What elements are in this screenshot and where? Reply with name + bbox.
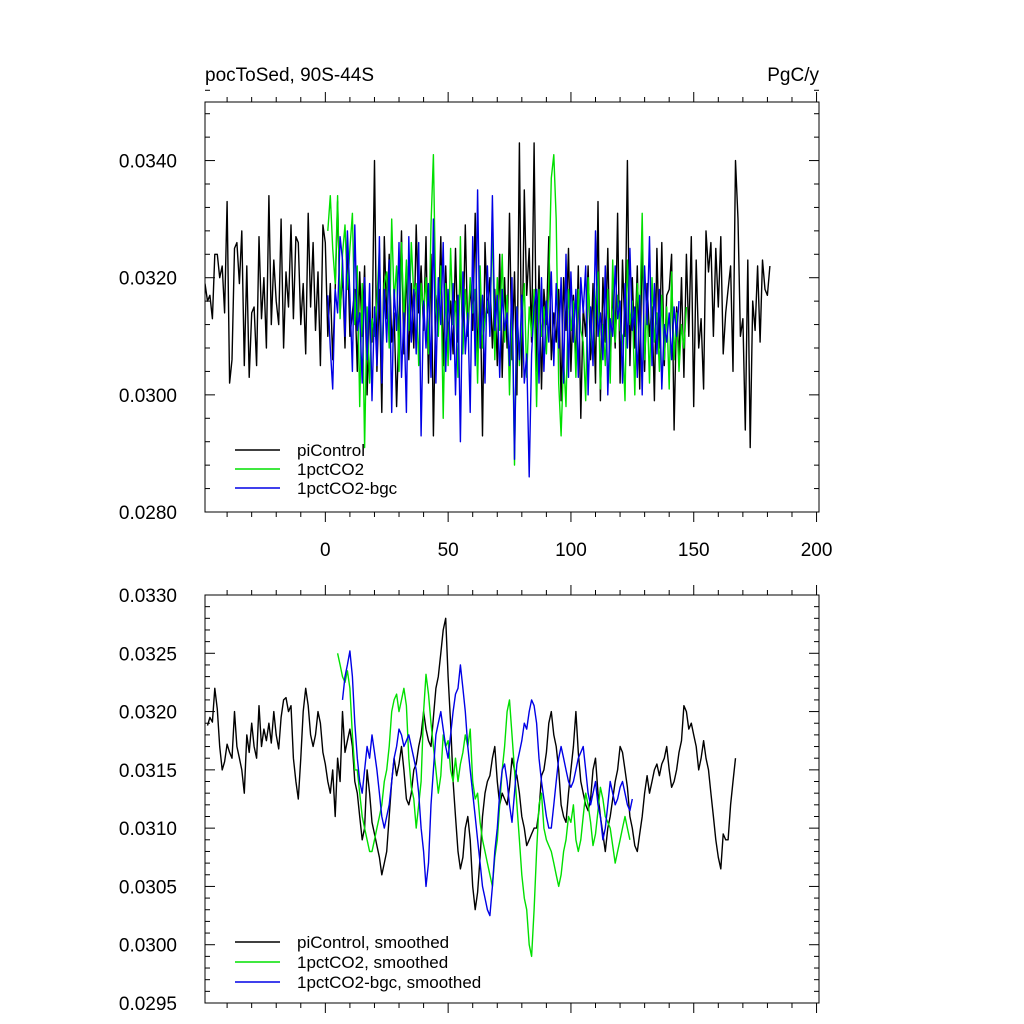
bottom-y-tick-label: 0.0315 — [119, 761, 177, 782]
bottom-y-tick-label: 0.0300 — [119, 936, 177, 957]
bottom-series-lines — [206, 617, 737, 958]
bottom-legend-label-1pctCO2-bgc: 1pctCO2-bgc, smoothed — [297, 973, 481, 992]
top-panel: pocToSed, 90S-44S PgC/y 0 50 100 150 200 0.02… — [119, 65, 833, 561]
bottom-series-line-1pctCO2-bgc — [341, 650, 633, 917]
top-y-tick-label: 0.0340 — [119, 152, 177, 173]
top-panel-title: pocToSed, 90S-44S — [205, 65, 374, 86]
top-x-tick-label: 50 — [438, 540, 459, 561]
top-series-line-1pctCO2-bgc — [327, 189, 680, 478]
bottom-series-line-piControl — [206, 617, 737, 911]
bottom-plot-frame — [204, 594, 820, 1004]
top-y-tick-label: 0.0320 — [119, 269, 177, 290]
bottom-series-line-1pctCO2 — [336, 653, 631, 958]
bottom-y-tick-label: 0.0310 — [119, 819, 177, 840]
top-plot-area: 0 50 100 150 200 0.0280 0.0300 0.0320 0.0340 piCo… — [119, 89, 833, 561]
top-legend-label-1pctCO2-bgc: 1pctCO2-bgc — [297, 479, 398, 498]
top-plot-frame — [204, 101, 820, 513]
bottom-y-tick-label: 0.0330 — [119, 586, 177, 607]
top-x-tick-label: 150 — [678, 540, 710, 561]
bottom-legend-label-1pctCO2: 1pctCO2, smoothed — [297, 953, 448, 972]
bottom-legend-label-piControl: piControl, smoothed — [297, 933, 449, 952]
top-y-tick-label: 0.0280 — [119, 503, 177, 524]
bottom-y-tick-label: 0.0305 — [119, 877, 177, 898]
top-legend-label-piControl: piControl — [297, 441, 365, 460]
bottom-panel: 0.0295 0.0300 0.0305 0.0310 0.0315 0.0320 0.03… — [119, 585, 820, 1015]
bottom-y-tick-label: 0.0325 — [119, 644, 177, 665]
bottom-plot-area: 0.0295 0.0300 0.0305 0.0310 0.0315 0.0320 0.03… — [119, 585, 820, 1015]
top-series-line-piControl — [205, 142, 771, 449]
top-series-lines — [205, 142, 771, 478]
top-x-tick-label: 200 — [801, 540, 833, 561]
top-x-tick-label: 0 — [320, 540, 331, 561]
bottom-y-tick-label: 0.0295 — [119, 994, 177, 1015]
top-y-tick-label: 0.0300 — [119, 386, 177, 407]
top-panel-units: PgC/y — [767, 65, 819, 86]
bottom-y-tick-label: 0.0320 — [119, 703, 177, 724]
top-x-tick-label: 100 — [555, 540, 587, 561]
top-legend-label-1pctCO2: 1pctCO2 — [297, 460, 364, 479]
